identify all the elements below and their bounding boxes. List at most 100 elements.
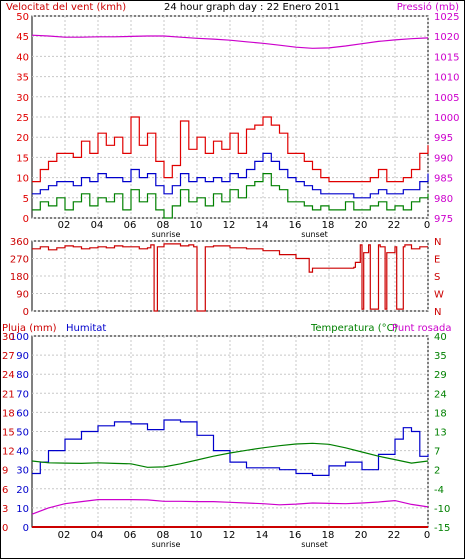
left-axis-tick-label: 5 [23, 194, 29, 205]
series-min-line [32, 173, 429, 219]
right-axis-tick-label: 990 [434, 153, 453, 164]
left-axis-tick-label: 180 [10, 272, 29, 283]
left-axis-tick-label: 45 [16, 32, 29, 43]
sunrise-label: sunrise [152, 230, 181, 239]
x-axis-tick-label: 0 [424, 220, 430, 231]
x-axis-tick-label: 14 [256, 530, 269, 541]
rain-axis-tick-label: 15 [2, 428, 15, 439]
left-axis-tick-label: 20 [16, 485, 29, 496]
x-axis-tick-label: 22 [388, 530, 401, 541]
left-axis-tick-label: 30 [16, 466, 29, 477]
left-axis-tick-label: 10 [16, 174, 29, 185]
right-axis-tick-label: -10 [434, 504, 450, 515]
left-axis-tick-label: 35 [16, 73, 29, 84]
rain-axis-tick-label: 3 [2, 504, 8, 515]
left-axis-tick-label: 0 [23, 214, 29, 225]
chart-title: 24 hour graph day : 22 Enero 2011 [164, 2, 340, 13]
right-axis-tick-label: 1000 [434, 113, 459, 124]
right-axis-tick-label: 980 [434, 194, 453, 205]
right-axis-tick-label: 29 [434, 370, 447, 381]
left-axis-tick-label: 270 [10, 255, 29, 266]
rain-axis-tick-label: 6 [2, 485, 8, 496]
x-axis-tick-label: 04 [91, 220, 104, 231]
right-axis-tick-label: -4 [434, 485, 444, 496]
left-axis-tick-label: 80 [16, 370, 29, 381]
wind-speed-axis-title: Velocitat del vent (kmh) [6, 2, 126, 13]
rain-axis-title: Pluja (mm) [2, 323, 57, 334]
x-axis-tick-label: 10 [190, 220, 203, 231]
x-axis-tick-label: 22 [388, 220, 401, 231]
rain-axis-tick-label: 18 [2, 408, 15, 419]
left-axis-tick-label: 50 [16, 428, 29, 439]
right-axis-tick-label: -15 [434, 523, 450, 534]
left-axis-tick-label: 360 [10, 237, 29, 248]
series-humitat-line [32, 419, 429, 476]
left-axis-tick-label: 90 [16, 290, 29, 301]
left-axis-tick-label: 40 [16, 52, 29, 63]
left-axis-tick-label: 20 [16, 133, 29, 144]
axis-tick-labels: 0510152025303540455097598098599099510001… [2, 12, 459, 549]
x-axis-tick-label: 16 [289, 530, 302, 541]
x-axis-tick-label: 16 [289, 220, 302, 231]
right-axis-tick-label: S [434, 272, 440, 283]
left-axis-tick-label: 50 [16, 12, 29, 23]
rain-axis-tick-label: 21 [2, 389, 15, 400]
right-axis-tick-label: 1020 [434, 32, 459, 43]
x-axis-tick-label: 14 [256, 220, 269, 231]
series-pressure-line [31, 34, 429, 49]
right-axis-tick-label: 7 [434, 447, 440, 458]
x-axis-tick-label: 08 [157, 220, 170, 231]
left-axis-tick-label: 30 [16, 93, 29, 104]
series-max-line [32, 116, 429, 183]
x-axis-tick-label: 0 [424, 530, 430, 541]
x-axis-tick-label: 20 [355, 220, 368, 231]
right-axis-tick-label: N [434, 307, 441, 318]
x-axis-tick-label: 18 [322, 530, 335, 541]
x-axis-tick-label: 06 [124, 220, 137, 231]
right-axis-tick-label: 13 [434, 428, 447, 439]
x-axis-tick-label: 20 [355, 530, 368, 541]
left-axis-tick-label: 0 [23, 523, 29, 534]
right-axis-tick-label: 1015 [434, 52, 459, 63]
rain-axis-tick-label: 9 [2, 466, 8, 477]
dew-point-axis-title: Punt rosada [392, 323, 451, 334]
left-axis-tick-label: 0 [23, 307, 29, 318]
x-axis-tick-label: 12 [223, 530, 236, 541]
right-axis-tick-label: E [434, 255, 440, 266]
right-axis-tick-label: 1010 [434, 73, 459, 84]
left-axis-tick-label: 90 [16, 351, 29, 362]
right-axis-tick-label: 995 [434, 133, 453, 144]
x-axis-tick-label: 12 [223, 220, 236, 231]
x-axis-tick-label: 02 [58, 220, 71, 231]
left-axis-tick-label: 25 [16, 113, 29, 124]
left-axis-tick-label: 100 [10, 332, 29, 343]
right-axis-tick-label: 2 [434, 466, 440, 477]
right-axis-tick-label: 18 [434, 408, 447, 419]
data-series [31, 34, 429, 528]
series-punt-rosada-line [31, 499, 429, 515]
series-temperatura-line [31, 442, 429, 468]
right-axis-tick-label: 24 [434, 389, 447, 400]
sunset-label: sunset [301, 230, 328, 239]
left-axis-tick-label: 15 [16, 153, 29, 164]
right-axis-tick-label: 35 [434, 351, 447, 362]
right-axis-tick-label: 1025 [434, 12, 459, 23]
x-axis-tick-label: 10 [190, 530, 203, 541]
humidity-axis-title: Humitat [66, 323, 106, 334]
rain-axis-tick-label: 24 [2, 370, 15, 381]
left-axis-tick-label: 60 [16, 408, 29, 419]
x-axis-tick-label: 18 [322, 220, 335, 231]
rain-axis-tick-label: 0 [2, 523, 8, 534]
right-axis-tick-label: N [434, 237, 441, 248]
left-axis-tick-label: 10 [16, 504, 29, 515]
x-axis-tick-label: 08 [157, 530, 170, 541]
right-axis-tick-label: 985 [434, 174, 453, 185]
series-avg-line [32, 152, 429, 199]
right-axis-tick-label: 1005 [434, 93, 459, 104]
left-axis-tick-label: 40 [16, 447, 29, 458]
grid-lines [32, 15, 429, 528]
x-axis-tick-label: 04 [91, 530, 104, 541]
sunrise-label: sunrise [152, 540, 181, 549]
series-wind-direction-line [32, 243, 428, 312]
